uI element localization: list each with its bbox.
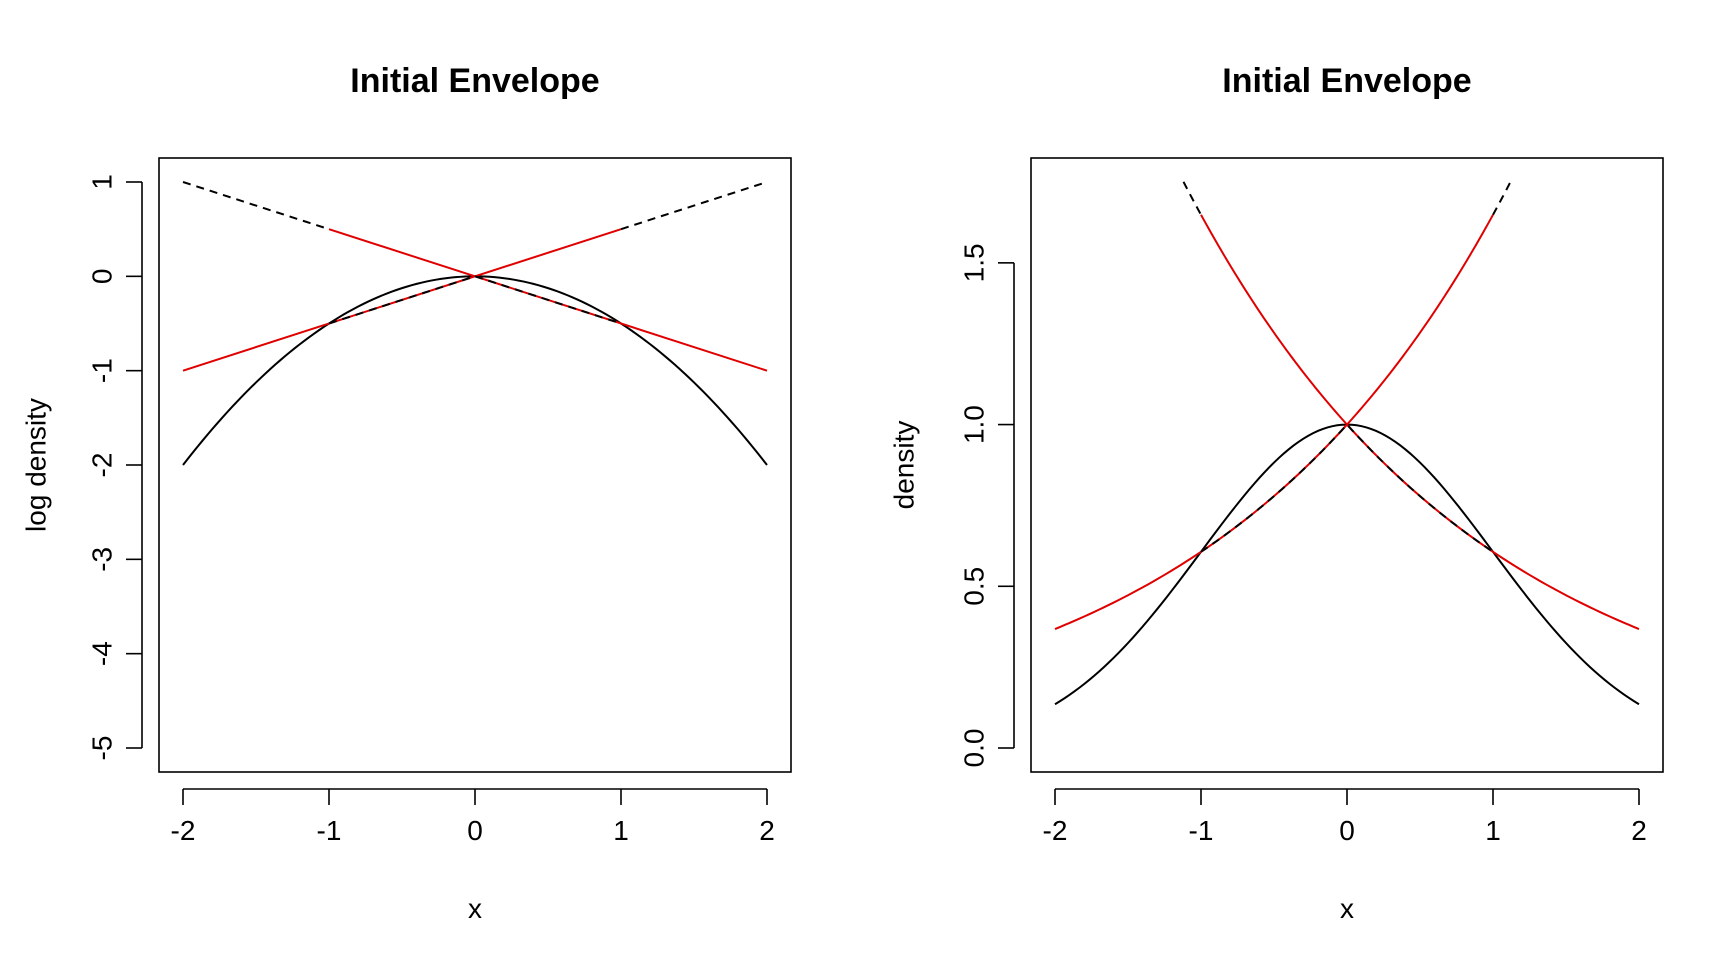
series-line-0 [1054,423,1640,706]
y-tick-label: 1.0 [958,405,989,444]
series-line-5 [1200,423,1494,553]
y-tick-label: -5 [86,736,117,761]
y-tick-label: -2 [86,453,117,478]
y-tick-label: 0.5 [958,567,989,606]
series-line-2 [1200,214,1494,427]
x-axis-label: x [1340,893,1354,924]
series-group [182,181,768,466]
x-tick-label: -1 [317,815,342,846]
x-tick-label: 0 [1339,815,1355,846]
y-tick-label: 1 [86,174,117,190]
x-tick-label: 1 [613,815,629,846]
y-tick-label: 1.5 [958,243,989,282]
series-line-5 [328,275,476,325]
x-tick-label: 0 [467,815,483,846]
series-line-3 [182,181,330,231]
chart-title: Initial Envelope [350,62,599,100]
x-tick-label: -2 [171,815,196,846]
series-group [1054,181,1640,706]
series-line-0 [182,275,768,466]
x-axis-label: x [468,893,482,924]
series-line-3 [1182,181,1202,216]
x-tick-label: -2 [1043,815,1068,846]
series-line-6 [474,275,622,325]
y-tick-label: -3 [86,547,117,572]
y-tick-label: 0 [86,269,117,285]
y-axis-label: log density [20,398,51,532]
series-line-4 [620,181,768,231]
x-tick-label: 2 [1631,815,1647,846]
plot-frame [1030,157,1664,773]
panel-left: Initial Envelope -2 -1 0 1 2 -5 -4 -3 -2 -1 0 1 x log … [20,62,792,924]
x-tick-label: -1 [1189,815,1214,846]
y-axis-label: density [888,421,919,510]
series-line-1 [1054,423,1640,630]
chart-title: Initial Envelope [1222,62,1471,100]
x-tick-label: 1 [1485,815,1501,846]
y-tick-label: -1 [86,358,117,383]
x-tick-label: 2 [759,815,775,846]
y-tick-label: 0.0 [958,729,989,768]
y-tick-label: -4 [86,641,117,666]
series-line-4 [1492,181,1512,216]
panel-right: Initial Envelope -2 -1 0 1 2 0.0 0.5 1.0 1.5 x dens… [888,62,1664,924]
plot-frame [158,157,792,773]
